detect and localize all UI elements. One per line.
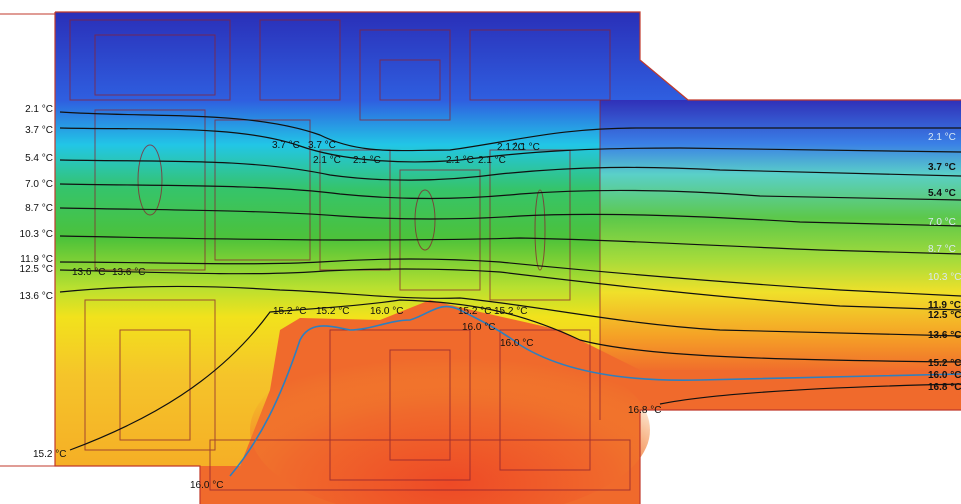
isotherm-label: 13.6 °C (72, 267, 105, 278)
isotherm-label: 13.6 °C (112, 267, 145, 278)
isotherm-label: 2.1 °C (25, 104, 53, 115)
inner-isotherm-labels: 13.6 °C 13.6 °C 15.2 °C 16.0 °C 3.7 °C 3.7 °C… (33, 140, 661, 491)
isotherm-label: 16.8 °C (628, 405, 661, 416)
isotherm-3.7 (59, 127, 961, 163)
isotherm-label: 15.2 °C (316, 306, 349, 317)
isotherm-label: 16.0 °C (500, 338, 533, 349)
isotherm-label: 5.4 °C (928, 188, 956, 199)
isotherm-16.8 (659, 383, 961, 405)
isotherm-label: 2.1 °C (313, 155, 341, 166)
isotherm-label: 10.3 °C (20, 229, 53, 240)
heat-field-right (600, 100, 961, 410)
isotherm-10.3 (59, 235, 961, 255)
isotherm-11.9 (59, 258, 961, 297)
isotherm-13.6 (59, 285, 961, 337)
profile-structure (69, 19, 631, 491)
isotherm-5.4 (59, 159, 961, 181)
isotherm-12.5 (59, 268, 961, 311)
isotherm-7.0 (59, 183, 961, 201)
isotherm-label: 2.1 °C (928, 132, 956, 143)
isotherm-label: 5.4 °C (25, 153, 53, 164)
isotherm-label: 10.3 °C (928, 272, 961, 283)
isotherm-label: 15.2 °C (494, 306, 527, 317)
isotherm-label: 3.7 °C (308, 140, 336, 151)
isotherm-8.7 (59, 207, 961, 227)
isotherm-label: 11.9 °C (20, 254, 53, 265)
isotherm-label: 15.2 °C (33, 449, 66, 460)
isotherm-label: 2.1 °C (512, 142, 540, 153)
isotherm-label: 2.1 °C (497, 142, 525, 153)
isotherm-label: 16.0 °C (370, 306, 403, 317)
left-isotherm-labels: 2.1 °C 3.7 °C 5.4 °C 7.0 °C 8.7 °C 10.3 °C 11.… (20, 104, 53, 302)
isotherm-label: 7.0 °C (25, 179, 53, 190)
isotherm-lines (59, 111, 961, 451)
isotherm-label: 12.5 °C (928, 310, 961, 321)
isotherm-label: 16.8 °C (928, 382, 961, 393)
isotherm-label: 13.6 °C (20, 291, 53, 302)
isotherm-label: 3.7 °C (25, 125, 53, 136)
isotherm-label: 2.1 °C (353, 155, 381, 166)
isotherm-label: 15.2 °C (458, 306, 491, 317)
isotherm-label: 2.1 °C (478, 155, 506, 166)
isotherm-label: 12.5 °C (20, 264, 53, 275)
isotherm-label: 15.2 °C (928, 358, 961, 369)
isotherm-2.1 (59, 111, 961, 152)
isotherm-label: 2.1 °C (446, 155, 474, 166)
isotherm-label: 3.7 °C (928, 162, 956, 173)
right-isotherm-labels: 2.1 °C 3.7 °C 5.4 °C 7.0 °C 8.7 °C 10.3 °C 11.… (928, 132, 961, 393)
isotherm-label: 7.0 °C (928, 217, 956, 228)
isotherm-label: 15.2 °C (273, 306, 306, 317)
isotherm-15.2 (69, 299, 961, 451)
isotherm-label: 11.9 °C (928, 300, 961, 311)
frame-outline (54, 11, 961, 504)
isotherm-label: 8.7 °C (928, 244, 956, 255)
isotherm-label: 16.0 °C (928, 370, 961, 381)
isotherm-label: 13.6 °C (928, 330, 961, 341)
isotherm-label: 8.7 °C (25, 203, 53, 214)
isotherm-16.0 (229, 305, 961, 477)
isotherm-label: 16.0 °C (462, 322, 495, 333)
isotherm-label: 16.0 °C (190, 480, 223, 491)
isotherm-label: 3.7 °C (272, 140, 300, 151)
